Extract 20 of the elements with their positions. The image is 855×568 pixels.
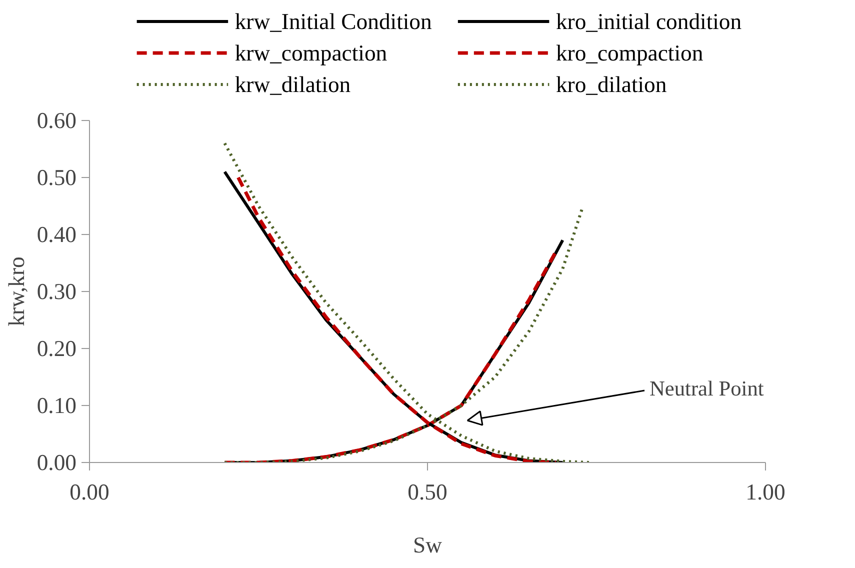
- y-tick-label: 0.40: [36, 222, 77, 247]
- legend-label: krw_Initial Condition: [234, 9, 432, 34]
- line-series: [223, 142, 592, 462]
- y-tick-label: 0.30: [36, 279, 77, 304]
- y-tick-label: 0.20: [36, 336, 77, 361]
- x-tick-label: 0.00: [70, 480, 110, 504]
- legend-label: kro_compaction: [556, 40, 704, 66]
- y-tick-label: 0.60: [36, 108, 77, 133]
- y-tick-label: 0.10: [36, 393, 77, 418]
- x-axis-title: Sw: [413, 532, 443, 558]
- x-tick-label: 1.00: [746, 480, 786, 504]
- legend-label: krw_dilation: [234, 72, 351, 97]
- legend-label: krw_compaction: [234, 40, 388, 66]
- annotation: Neutral Point: [650, 376, 764, 400]
- y-tick-label: 0.50: [36, 165, 77, 190]
- x-tick-label: 0.50: [408, 480, 448, 504]
- y-axis-title: krw,kro: [4, 256, 29, 326]
- legend-label: kro_initial condition: [556, 9, 742, 34]
- legend-label: kro_dilation: [556, 72, 667, 97]
- y-tick-label: 0.00: [36, 450, 77, 475]
